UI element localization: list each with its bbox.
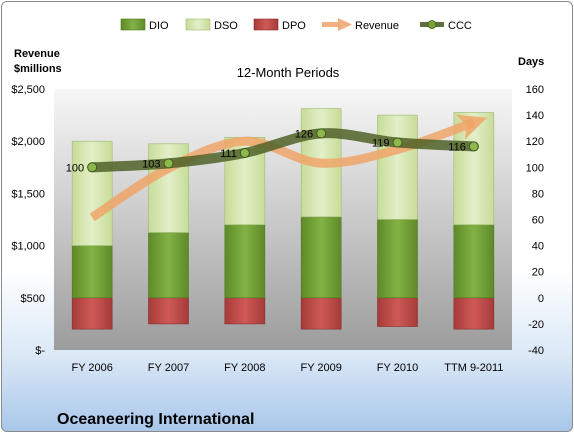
- legend-swatch-dpo: [253, 18, 279, 31]
- bar-dio: [224, 224, 266, 299]
- bar-dpo: [300, 297, 342, 330]
- right-axis-title: Days: [518, 56, 544, 68]
- ccc-data-label: 119: [372, 138, 390, 150]
- company-title: Oceaneering International: [57, 411, 254, 428]
- legend-marker-ccc: [427, 20, 437, 29]
- right-tick-label: -20: [528, 319, 544, 331]
- ccc-data-label: 111: [220, 148, 237, 160]
- bar-dso: [377, 114, 418, 220]
- left-tick-label: $-: [35, 345, 45, 357]
- legend-label-ccc: CCC: [448, 20, 472, 32]
- bar-dio: [148, 232, 189, 299]
- ccc-marker: [87, 162, 98, 173]
- bar-dso: [71, 140, 113, 246]
- category-label: FY 2006: [71, 362, 112, 374]
- bar-dpo: [148, 297, 189, 325]
- legend-label-dpo: DPO: [282, 20, 306, 32]
- right-tick-label: -40: [528, 345, 544, 357]
- ccc-marker: [316, 128, 327, 139]
- bar-dpo: [71, 297, 113, 330]
- right-tick-label: 40: [532, 241, 544, 253]
- bar-dio: [453, 224, 495, 299]
- left-axis-title-line2: $millions: [14, 63, 62, 75]
- bar-dpo: [224, 297, 266, 325]
- right-tick-label: 20: [532, 267, 544, 279]
- right-tick-label: 60: [532, 215, 544, 227]
- legend-label-dso: DSO: [214, 20, 238, 32]
- right-tick-label: 120: [526, 136, 544, 148]
- plot-area: [54, 89, 512, 350]
- left-tick-label: $2,000: [11, 136, 45, 148]
- ccc-data-label: 100: [66, 162, 84, 174]
- left-tick-label: $500: [21, 293, 45, 305]
- right-tick-label: 100: [526, 162, 544, 174]
- category-axis-labels: FY 2006 FY 2007 FY 2008 FY 2009 FY 2010 TTM 9…: [71, 362, 503, 374]
- left-tick-label: $2,500: [11, 84, 45, 96]
- ccc-marker: [392, 137, 403, 148]
- left-tick-label: $1,000: [11, 241, 45, 253]
- bar-dio: [377, 219, 418, 299]
- line-ccc: [87, 128, 479, 173]
- legend-swatch-dio: [120, 18, 146, 31]
- ccc-marker: [468, 141, 479, 152]
- bar-dpo: [453, 297, 495, 330]
- lines-layer: 100 103 111 126 119 116: [66, 114, 488, 222]
- legend-swatch-dso: [185, 18, 211, 31]
- right-tick-label: 160: [526, 84, 544, 96]
- ccc-data-label: 126: [295, 128, 313, 140]
- bar-dio: [300, 216, 342, 299]
- legend: DIO DSO DPO Revenue CCC: [120, 18, 472, 32]
- ccc-data-label: 103: [142, 158, 160, 170]
- ccc-marker: [163, 158, 174, 169]
- ccc-marker: [239, 147, 250, 158]
- right-tick-label: 0: [538, 293, 544, 305]
- legend-arrow-revenue: [338, 18, 352, 31]
- category-label: TTM 9-2011: [444, 362, 503, 374]
- category-label: FY 2008: [224, 362, 265, 374]
- left-axis-title-line1: Revenue: [14, 48, 60, 60]
- left-tick-label: $1,500: [11, 188, 45, 200]
- legend-label-revenue: Revenue: [355, 20, 399, 32]
- category-label: FY 2007: [148, 362, 189, 374]
- bar-dio: [71, 245, 113, 299]
- bar-dpo: [377, 297, 418, 327]
- left-axis-ticks: $- $500 $1,000 $1,500 $2,000 $2,500: [11, 84, 45, 357]
- legend-label-dio: DIO: [149, 20, 169, 32]
- right-tick-label: 140: [526, 110, 544, 122]
- chart-subtitle: 12-Month Periods: [237, 65, 340, 80]
- right-tick-label: 80: [532, 188, 544, 200]
- ccc-data-label: 116: [448, 141, 466, 153]
- right-axis-ticks: -40 -20 0 20 40 60 80 100 120 140 160: [526, 84, 544, 357]
- category-label: FY 2010: [377, 362, 418, 374]
- category-label: FY 2009: [300, 362, 341, 374]
